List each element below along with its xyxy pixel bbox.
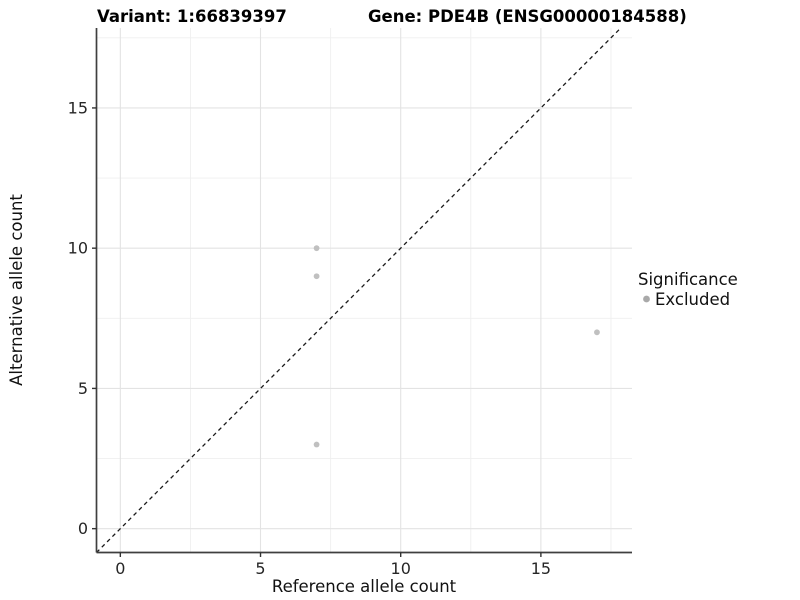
plot-panel: 0 5 10 15 0 5 10 15 bbox=[68, 27, 632, 578]
plot-title-gene: Gene: PDE4B (ENSG00000184588) bbox=[368, 7, 687, 26]
x-tick-label: 5 bbox=[255, 559, 265, 578]
x-axis-title: Reference allele count bbox=[272, 577, 457, 596]
x-tick-label: 15 bbox=[531, 559, 551, 578]
data-point bbox=[313, 441, 320, 448]
data-point bbox=[594, 329, 600, 336]
legend-item-label: Excluded bbox=[655, 290, 730, 309]
y-tick-label: 5 bbox=[78, 379, 88, 398]
data-point bbox=[313, 245, 320, 252]
plot-title-variant: Variant: 1:66839397 bbox=[97, 7, 287, 26]
y-tick-label: 0 bbox=[78, 519, 88, 538]
x-tick-label: 0 bbox=[115, 559, 125, 578]
y-axis-title: Alternative allele count bbox=[7, 194, 26, 386]
legend: Significance Excluded bbox=[638, 270, 738, 309]
x-tick-label: 10 bbox=[391, 559, 411, 578]
y-tick-label: 10 bbox=[68, 239, 88, 258]
y-tick-label: 15 bbox=[68, 98, 88, 117]
data-point bbox=[313, 273, 320, 280]
legend-key-point bbox=[643, 295, 650, 303]
identity-line bbox=[96, 27, 622, 553]
legend-title: Significance bbox=[638, 270, 738, 289]
